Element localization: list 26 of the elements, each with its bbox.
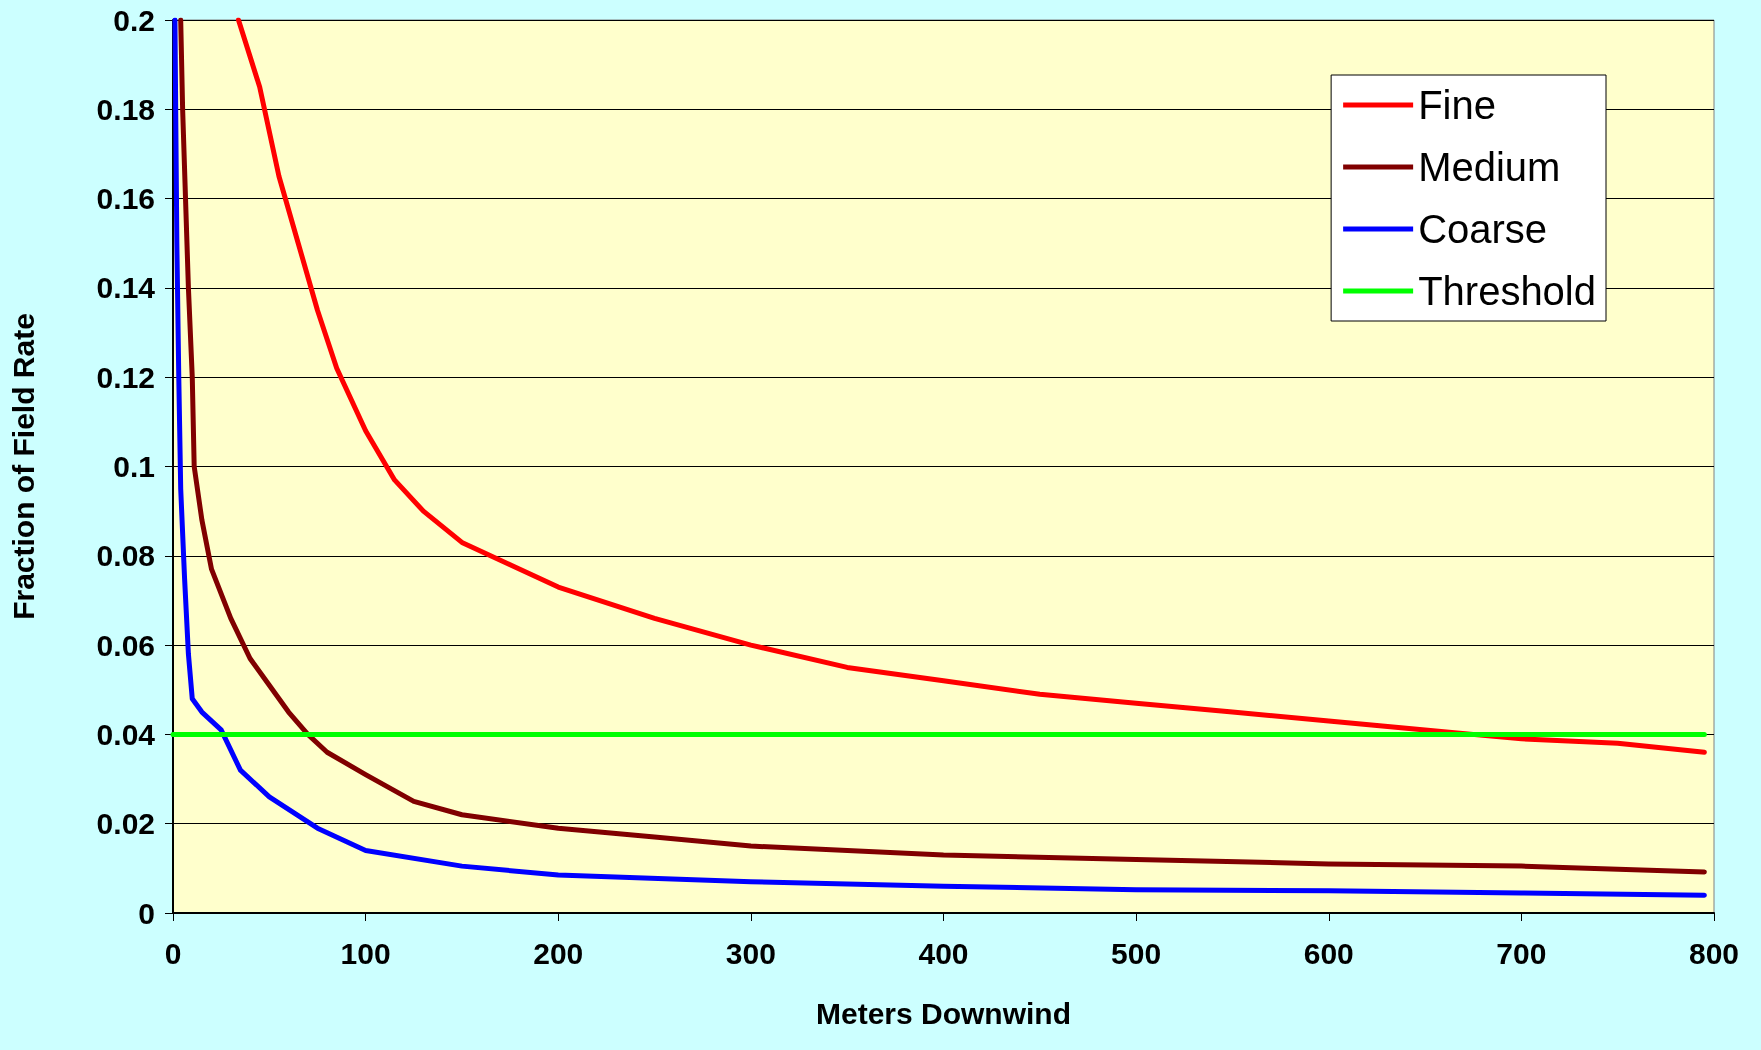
x-tick-label: 100 [340,936,391,970]
x-tick-label: 300 [725,936,776,970]
y-tick-label: 0.14 [96,271,156,305]
x-tick-label: 0 [164,936,182,970]
y-tick-label: 0.06 [96,628,155,662]
y-tick-label: 0.04 [96,717,156,751]
legend-label: Threshold [1418,269,1596,313]
x-tick-label: 600 [1303,936,1354,970]
x-tick-label: 200 [533,936,584,970]
legend-label: Fine [1418,83,1496,127]
x-tick-label: 800 [1688,936,1740,970]
y-tick-label: 0.1 [113,450,155,483]
y-tick-label: 0.12 [96,360,155,394]
x-tick-label: 400 [918,936,969,970]
y-tick-label: 0.18 [96,92,155,126]
x-tick-label: 700 [1496,936,1547,970]
y-tick-label: 0.02 [96,807,155,841]
y-tick-label: 0.16 [96,182,155,216]
x-axis-title: Meters Downwind [815,996,1072,1030]
y-tick-label: 0.2 [113,3,155,37]
legend-label: Coarse [1418,207,1548,251]
y-tick-label: 0 [138,896,155,930]
y-tick-label: 0.08 [96,539,155,573]
y-axis-title: Fraction of Field Rate [6,313,40,620]
x-tick-label: 500 [1111,936,1162,970]
legend-label: Medium [1418,145,1561,189]
